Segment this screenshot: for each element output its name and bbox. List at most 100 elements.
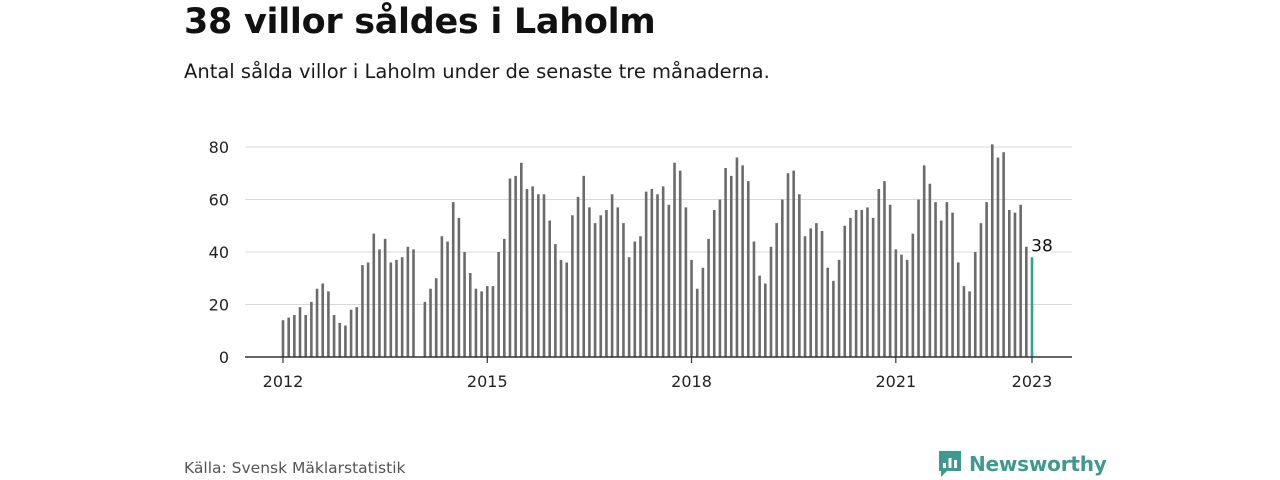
- bar: [485, 286, 489, 357]
- bar: [440, 236, 444, 357]
- bar: [667, 204, 671, 357]
- y-tick-label: 80: [209, 138, 229, 157]
- bar: [894, 249, 898, 357]
- bar: [361, 265, 364, 357]
- bar: [712, 210, 716, 357]
- bar: [905, 259, 909, 357]
- bar: [934, 202, 937, 357]
- bar: [366, 262, 370, 357]
- bar: [775, 223, 778, 357]
- bar: [451, 202, 455, 357]
- bar: [746, 181, 750, 357]
- bar: [298, 307, 302, 357]
- bar: [344, 325, 347, 357]
- bar: [582, 175, 586, 357]
- bar: [735, 157, 739, 357]
- source-note: Källa: Svensk Mäklarstatistik: [184, 459, 406, 477]
- bar: [820, 231, 824, 357]
- y-tick-label: 40: [209, 243, 229, 262]
- bar: [332, 315, 336, 357]
- bar: [951, 212, 954, 357]
- bar: [1008, 210, 1011, 357]
- bar: [281, 320, 285, 357]
- bar: [854, 210, 858, 357]
- bar: [781, 199, 784, 357]
- bar: [956, 262, 960, 357]
- y-tick-label: 60: [209, 191, 229, 210]
- bar: [389, 262, 393, 357]
- bar: [752, 241, 756, 357]
- bar: [815, 223, 818, 357]
- bar: [792, 170, 795, 357]
- x-tick-label: 2012: [263, 372, 304, 391]
- bars: [281, 144, 1034, 357]
- bar: [599, 215, 603, 357]
- bar: [911, 233, 915, 357]
- bar: [939, 220, 943, 357]
- bar: [321, 283, 325, 357]
- bar: [888, 204, 892, 357]
- bar: [786, 173, 790, 357]
- bar: [287, 317, 290, 357]
- bar: [678, 170, 682, 357]
- bar: [973, 252, 977, 357]
- bar: [866, 207, 869, 357]
- bar: [803, 236, 807, 357]
- bar: [480, 291, 483, 357]
- bar: [832, 280, 835, 357]
- bar: [1013, 212, 1017, 357]
- bar-chart: 0 20 40 60 80 2012 2015 2018 2021 2023 38: [209, 138, 1072, 391]
- bar: [633, 241, 637, 357]
- bar: [542, 194, 546, 357]
- chart-title: 38 villor såldes i Laholm: [184, 2, 656, 42]
- bar: [826, 267, 830, 357]
- bar: [1019, 204, 1022, 357]
- y-tick-label: 0: [219, 348, 229, 367]
- x-tick-label: 2023: [1012, 372, 1053, 391]
- bar: [497, 252, 500, 357]
- newsworthy-logo[interactable]: Newsworthy: [937, 449, 1107, 479]
- bar: [315, 288, 319, 357]
- bar: [525, 189, 529, 357]
- bar: [639, 236, 642, 357]
- bar: [673, 162, 676, 357]
- bar: [661, 186, 665, 357]
- x-tick-label: 2015: [467, 372, 508, 391]
- bar: [877, 189, 881, 357]
- bar: [457, 217, 461, 357]
- bar: [900, 254, 903, 357]
- bar: [996, 157, 1000, 357]
- bar: [593, 223, 597, 357]
- bar: [1002, 152, 1005, 357]
- bar: [605, 210, 608, 357]
- bar: [474, 288, 478, 357]
- bar: [338, 322, 342, 357]
- bar: [548, 220, 551, 357]
- bar: [809, 228, 813, 357]
- bar: [707, 238, 710, 357]
- bar: [871, 217, 875, 357]
- bar: [355, 307, 359, 357]
- bar: [741, 165, 744, 357]
- bar: [644, 191, 648, 357]
- newsworthy-logo-text: Newsworthy: [969, 452, 1107, 476]
- bar: [695, 288, 699, 357]
- x-tick-label: 2018: [671, 372, 712, 391]
- bar: [508, 178, 512, 357]
- bar: [502, 238, 506, 357]
- bar: [979, 223, 983, 357]
- bar: [622, 223, 625, 357]
- bar: [968, 291, 971, 357]
- bar: [610, 194, 614, 357]
- bar: [849, 217, 852, 357]
- bar: [383, 238, 387, 357]
- bar: [883, 181, 886, 357]
- bar: [372, 233, 376, 357]
- bar: [769, 246, 773, 357]
- bar: [531, 186, 534, 357]
- bar: [656, 194, 659, 357]
- highlight-data-label: 38: [1031, 236, 1053, 256]
- bar: [701, 267, 705, 357]
- bar: [446, 241, 449, 357]
- bar: [327, 291, 330, 357]
